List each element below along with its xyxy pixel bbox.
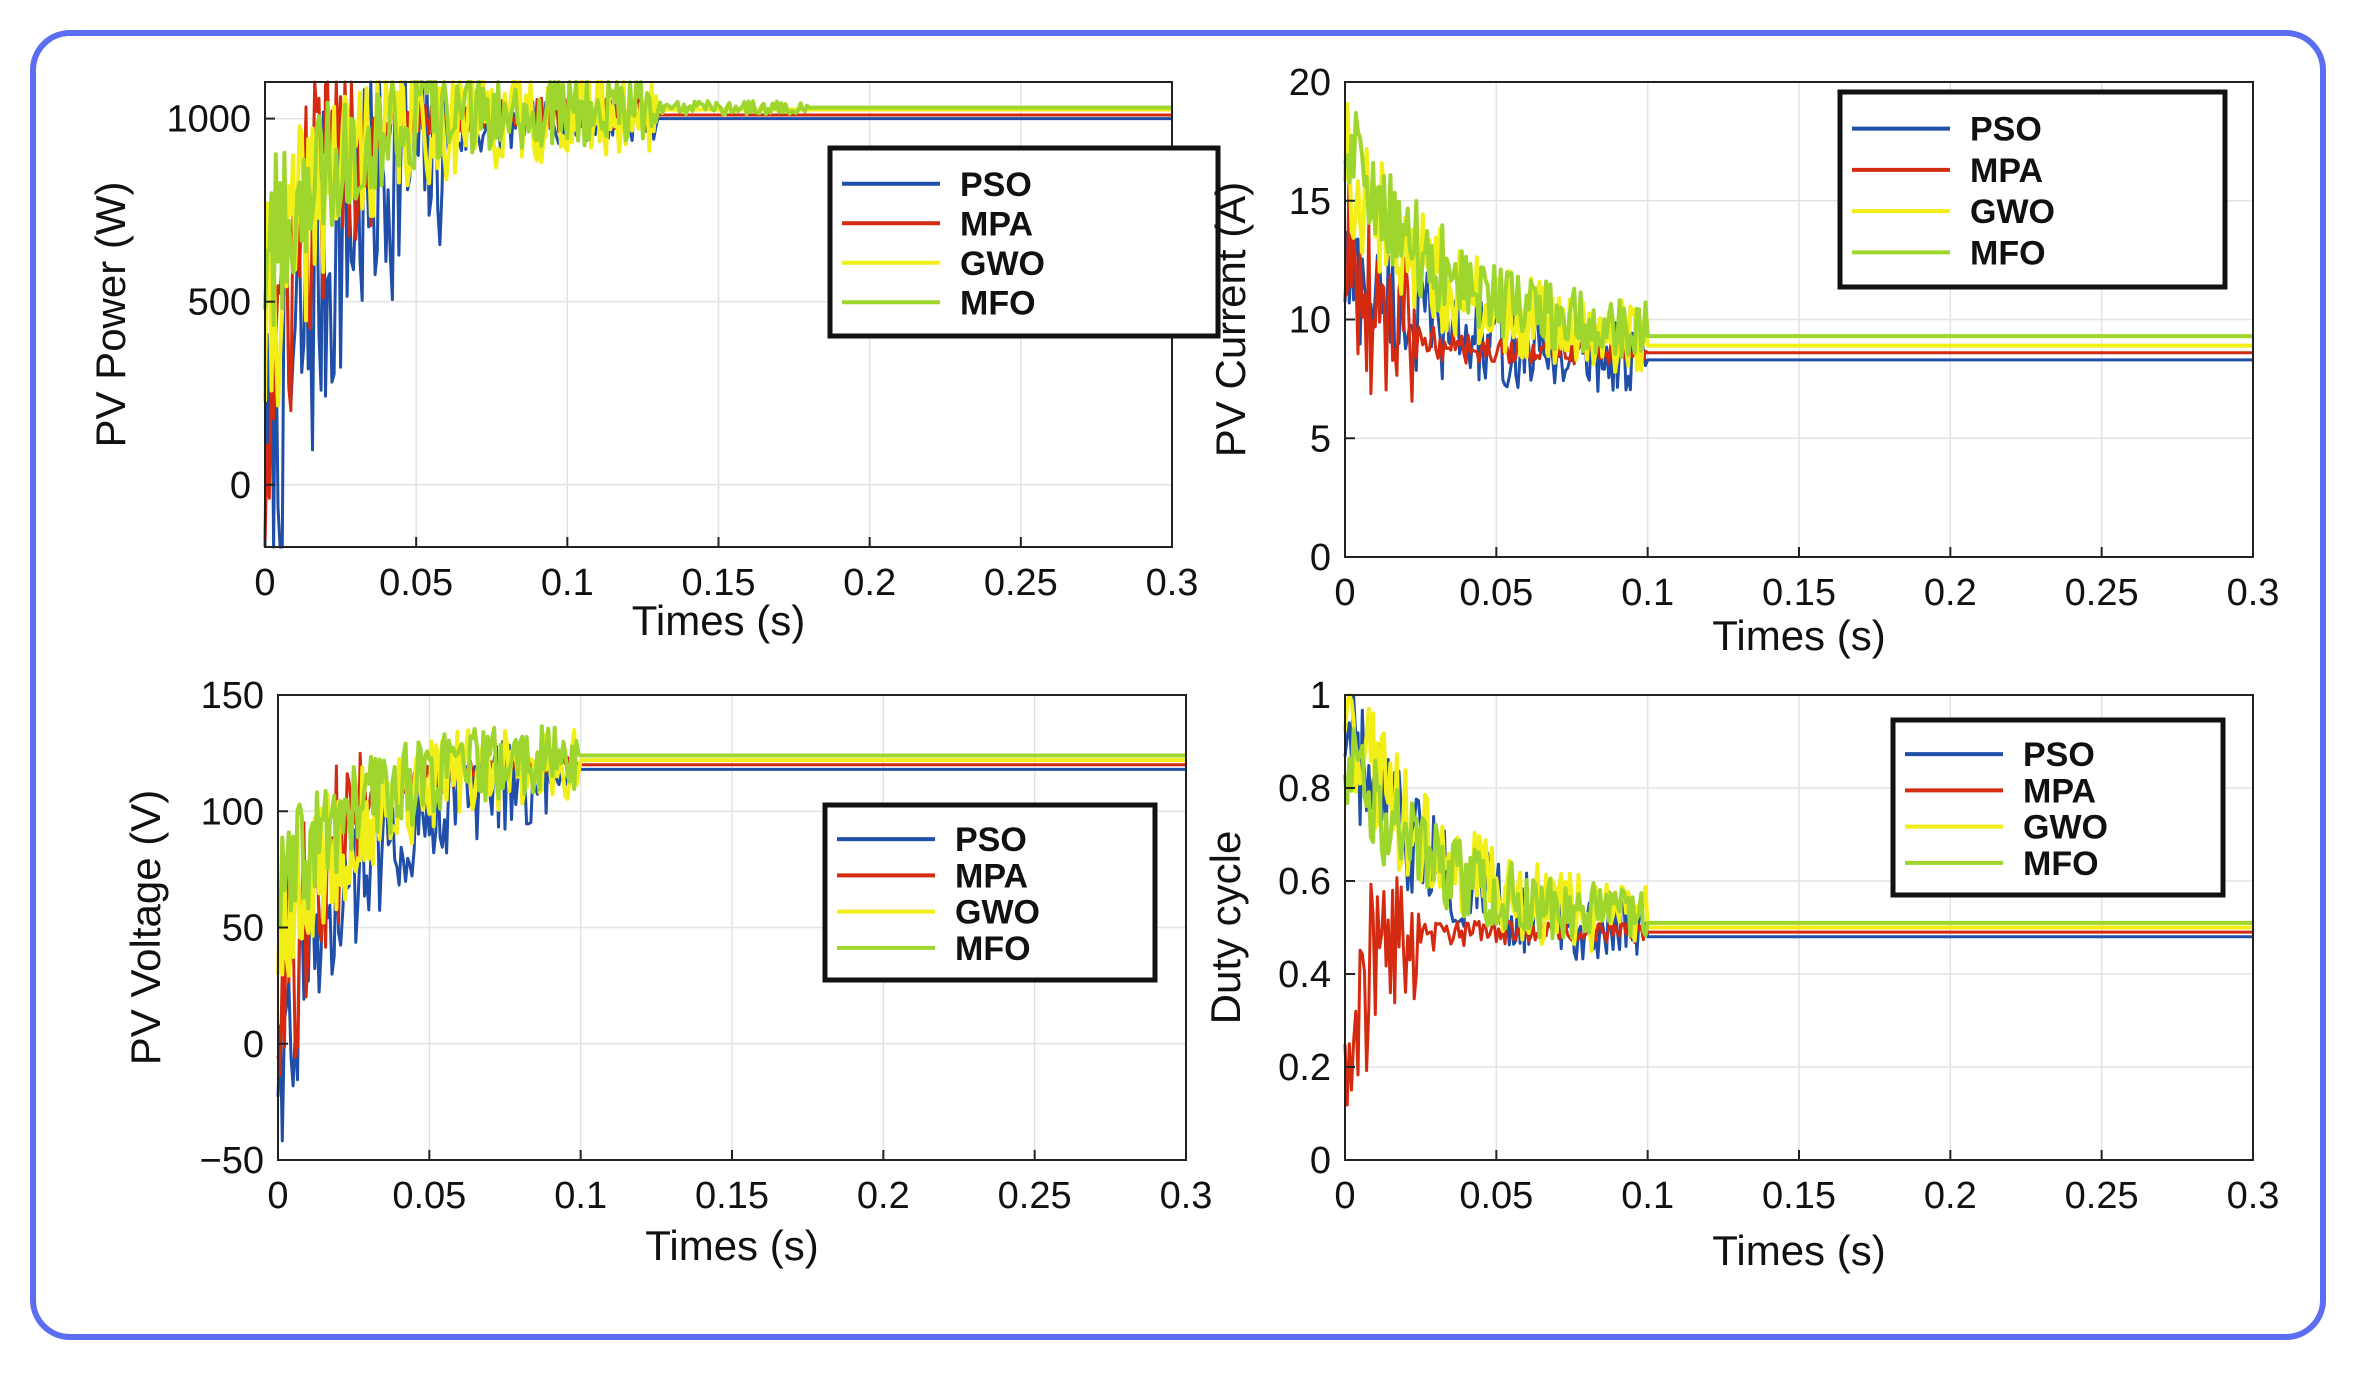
x-tick-label: 0	[267, 1175, 288, 1217]
x-tick-label: 0.3	[2227, 1175, 2280, 1217]
x-tick-label: 0.2	[1924, 1175, 1977, 1217]
y-axis-label: PV Voltage (V)	[122, 790, 169, 1065]
y-tick-label: 0.8	[1278, 768, 1331, 810]
x-tick-label: 0.15	[695, 1175, 769, 1217]
y-tick-label: 0	[230, 465, 251, 507]
y-tick-label: 1	[1310, 675, 1331, 717]
x-tick-label: 0.05	[1459, 572, 1533, 614]
legend-label-gwo: GWO	[2023, 809, 2108, 847]
legend-label-pso: PSO	[1970, 111, 2042, 149]
series-line-mfo	[1343, 727, 2253, 941]
x-tick-label: 0.05	[392, 1175, 466, 1217]
series-group	[1343, 693, 2253, 1107]
x-tick-label: 0.2	[843, 562, 896, 604]
legend-label-pso: PSO	[955, 821, 1027, 859]
chart-pv_power: 0 0.05 0.1 0.15 0.2 0.25 0.3 0 500 1000 Times (s) P…	[87, 80, 1221, 644]
legend-label-gwo: GWO	[1970, 193, 2055, 231]
legend-label-mfo: MFO	[960, 284, 1036, 322]
x-tick-label: 0.25	[2065, 572, 2139, 614]
y-axis-label: PV Power (W)	[87, 181, 134, 447]
y-tick-label: 0.2	[1278, 1047, 1331, 1089]
y-tick-label: 500	[188, 282, 251, 324]
x-tick-label: 0.1	[554, 1175, 607, 1217]
legend-box	[1890, 717, 2226, 898]
x-tick-label: 0.2	[857, 1175, 910, 1217]
series-line-gwo	[276, 727, 1186, 978]
y-tick-label: 1000	[166, 99, 251, 141]
y-tick-label: 0	[243, 1024, 264, 1066]
series-group	[276, 724, 1186, 1143]
x-tick-label: 0	[1334, 572, 1355, 614]
y-tick-label: 10	[1289, 300, 1331, 342]
y-tick-label: 15	[1289, 181, 1331, 223]
series-group	[263, 80, 1172, 549]
legend-label-pso: PSO	[960, 166, 1032, 204]
x-tick-label: 0.25	[984, 562, 1058, 604]
series-line-gwo	[1343, 693, 2253, 953]
x-axis-label: Times (s)	[1712, 612, 1885, 659]
legend-label-pso: PSO	[2023, 736, 2095, 774]
x-tick-label: 0.2	[1924, 572, 1977, 614]
legend-box	[827, 145, 1221, 339]
x-axis-label: Times (s)	[1712, 1227, 1885, 1274]
y-axis-label: Duty cycle	[1202, 831, 1249, 1025]
x-axis-label: Times (s)	[632, 597, 805, 644]
series-group	[1343, 102, 2253, 403]
x-tick-label: 0.05	[1459, 1175, 1533, 1217]
y-tick-label: 20	[1289, 62, 1331, 104]
x-tick-label: 0.25	[998, 1175, 1072, 1217]
series-line-mfo	[1343, 110, 2253, 359]
x-tick-label: 0.1	[1621, 1175, 1674, 1217]
legend-label-mpa: MPA	[1970, 152, 2043, 190]
y-tick-label: 0.4	[1278, 954, 1331, 996]
legend-label-mfo: MFO	[1970, 234, 2046, 272]
legend-label-mfo: MFO	[955, 930, 1031, 968]
y-tick-label: 0	[1310, 537, 1331, 579]
x-tick-label: 0.3	[2227, 572, 2280, 614]
x-tick-label: 0	[1334, 1175, 1355, 1217]
chart-pv_current: 0 0.05 0.1 0.15 0.2 0.25 0.3 0 5 10 15 20 Times (s) P…	[1207, 62, 2279, 659]
x-tick-label: 0.15	[1762, 1175, 1836, 1217]
x-tick-label: 0.25	[2065, 1175, 2139, 1217]
legend-label-gwo: GWO	[960, 245, 1045, 283]
y-tick-label: 5	[1310, 418, 1331, 460]
y-tick-label: 50	[222, 908, 264, 950]
y-axis-label: PV Current (A)	[1207, 182, 1254, 457]
x-tick-label: 0.15	[682, 562, 756, 604]
x-tick-label: 0.3	[1160, 1175, 1213, 1217]
legend-label-gwo: GWO	[955, 894, 1040, 932]
x-axis-label: Times (s)	[645, 1222, 818, 1269]
y-tick-label: 100	[201, 791, 264, 833]
x-tick-label: 0.15	[1762, 572, 1836, 614]
series-line-mpa	[1343, 155, 2253, 403]
legend-box	[1837, 89, 2228, 290]
x-tick-label: 0.1	[541, 562, 594, 604]
y-tick-label: −50	[200, 1140, 264, 1182]
x-tick-label: 0	[254, 562, 275, 604]
x-tick-label: 0.3	[1146, 562, 1199, 604]
legend-label-mpa: MPA	[955, 857, 1028, 895]
y-tick-label: 0	[1310, 1140, 1331, 1182]
legend-label-mfo: MFO	[2023, 845, 2099, 883]
legend-label-mpa: MPA	[2023, 772, 2096, 810]
chart-pv_voltage: 0 0.05 0.1 0.15 0.2 0.25 0.3−50050100150Times …	[122, 675, 1212, 1269]
series-line-pso	[276, 732, 1186, 1143]
series-line-mfo	[276, 724, 1186, 930]
series-line-mpa	[1343, 876, 2253, 1107]
chart-duty_cycle: 0 0.05 0.1 0.15 0.2 0.25 0.3 0 0.2 0.4 0.6 0.8 1 Time…	[1202, 675, 2279, 1274]
y-tick-label: 150	[201, 675, 264, 717]
x-tick-label: 0.05	[379, 562, 453, 604]
legend-label-mpa: MPA	[960, 205, 1033, 243]
y-tick-label: 0.6	[1278, 861, 1331, 903]
x-tick-label: 0.1	[1621, 572, 1674, 614]
legend-box	[822, 802, 1158, 983]
